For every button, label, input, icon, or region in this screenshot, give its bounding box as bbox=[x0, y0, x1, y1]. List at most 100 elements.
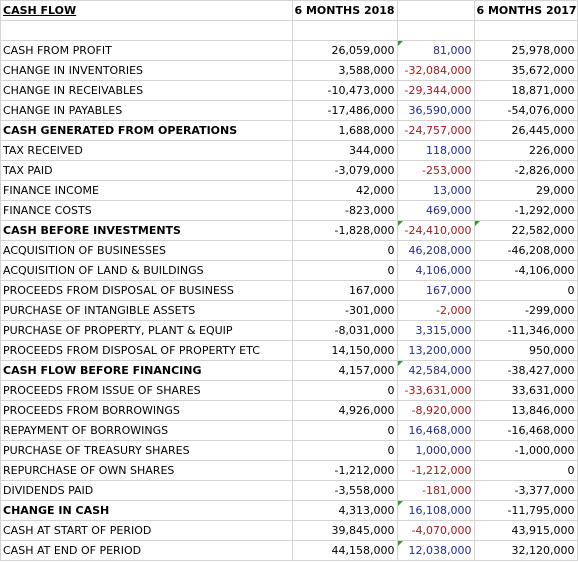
row-label-cell[interactable]: CHANGE IN CASH bbox=[1, 500, 293, 521]
difference-cell[interactable]: 167,000 bbox=[397, 280, 475, 301]
value-2017-cell[interactable]: 13,846,000 bbox=[474, 400, 578, 421]
value-2017-cell[interactable]: -46,208,000 bbox=[474, 240, 578, 261]
value-2018-cell[interactable]: -1,828,000 bbox=[292, 220, 398, 241]
empty-cell[interactable] bbox=[1, 20, 293, 41]
value-2017-cell[interactable]: -1,000,000 bbox=[474, 440, 578, 461]
value-2017-cell[interactable]: 0 bbox=[474, 460, 578, 481]
row-label-cell[interactable]: CHANGE IN INVENTORIES bbox=[1, 60, 293, 81]
value-2018-cell[interactable]: -17,486,000 bbox=[292, 100, 398, 121]
row-label-cell[interactable]: FINANCE INCOME bbox=[1, 180, 293, 201]
empty-cell[interactable] bbox=[397, 20, 475, 41]
value-2017-cell[interactable]: 43,915,000 bbox=[474, 520, 578, 541]
row-label-cell[interactable]: CASH BEFORE INVESTMENTS bbox=[1, 220, 293, 241]
value-2017-cell[interactable]: 29,000 bbox=[474, 180, 578, 201]
difference-cell[interactable]: -29,344,000 bbox=[397, 80, 475, 101]
row-label-cell[interactable]: CHANGE IN RECEIVABLES bbox=[1, 80, 293, 101]
difference-cell[interactable]: 81,000 bbox=[397, 40, 475, 61]
value-2018-cell[interactable]: 0 bbox=[292, 240, 398, 261]
value-2018-cell[interactable]: 39,845,000 bbox=[292, 520, 398, 541]
row-label-cell[interactable]: FINANCE COSTS bbox=[1, 200, 293, 221]
row-label-cell[interactable]: PROCEEDS FROM BORROWINGS bbox=[1, 400, 293, 421]
row-label-cell[interactable]: CASH FROM PROFIT bbox=[1, 40, 293, 61]
row-label-cell[interactable]: REPAYMENT OF BORROWINGS bbox=[1, 420, 293, 441]
difference-cell[interactable]: -32,084,000 bbox=[397, 60, 475, 81]
value-2017-cell[interactable]: -3,377,000 bbox=[474, 480, 578, 501]
value-2017-cell[interactable]: -11,346,000 bbox=[474, 320, 578, 341]
value-2018-cell[interactable]: 3,588,000 bbox=[292, 60, 398, 81]
difference-cell[interactable]: -33,631,000 bbox=[397, 380, 475, 401]
column-header-difference[interactable] bbox=[397, 1, 475, 21]
row-label-cell[interactable]: PROCEEDS FROM DISPOSAL OF BUSINESS bbox=[1, 280, 293, 301]
value-2018-cell[interactable]: 0 bbox=[292, 440, 398, 461]
value-2018-cell[interactable]: 44,158,000 bbox=[292, 540, 398, 561]
value-2017-cell[interactable]: -54,076,000 bbox=[474, 100, 578, 121]
value-2018-cell[interactable]: 4,157,000 bbox=[292, 360, 398, 381]
row-label-cell[interactable]: REPURCHASE OF OWN SHARES bbox=[1, 460, 293, 481]
value-2018-cell[interactable]: 344,000 bbox=[292, 140, 398, 161]
row-label-cell[interactable]: PROCEEDS FROM ISSUE OF SHARES bbox=[1, 380, 293, 401]
difference-cell[interactable]: -8,920,000 bbox=[397, 400, 475, 421]
difference-cell[interactable]: 16,468,000 bbox=[397, 420, 475, 441]
value-2017-cell[interactable]: 33,631,000 bbox=[474, 380, 578, 401]
difference-cell[interactable]: 12,038,000 bbox=[397, 540, 475, 561]
difference-cell[interactable]: 1,000,000 bbox=[397, 440, 475, 461]
value-2018-cell[interactable]: -823,000 bbox=[292, 200, 398, 221]
row-label-cell[interactable]: CASH AT START OF PERIOD bbox=[1, 520, 293, 541]
row-label-cell[interactable]: ACQUISITION OF BUSINESSES bbox=[1, 240, 293, 261]
difference-cell[interactable]: 16,108,000 bbox=[397, 500, 475, 521]
row-label-cell[interactable]: PURCHASE OF PROPERTY, PLANT & EQUIP bbox=[1, 320, 293, 341]
difference-cell[interactable]: 13,000 bbox=[397, 180, 475, 201]
difference-cell[interactable]: -253,000 bbox=[397, 160, 475, 181]
value-2017-cell[interactable]: 226,000 bbox=[474, 140, 578, 161]
value-2018-cell[interactable]: 1,688,000 bbox=[292, 120, 398, 141]
difference-cell[interactable]: -24,757,000 bbox=[397, 120, 475, 141]
value-2018-cell[interactable]: 26,059,000 bbox=[292, 40, 398, 61]
row-label-cell[interactable]: PURCHASE OF TREASURY SHARES bbox=[1, 440, 293, 461]
value-2017-cell[interactable]: 18,871,000 bbox=[474, 80, 578, 101]
difference-cell[interactable]: 36,590,000 bbox=[397, 100, 475, 121]
difference-cell[interactable]: 42,584,000 bbox=[397, 360, 475, 381]
difference-cell[interactable]: 3,315,000 bbox=[397, 320, 475, 341]
value-2017-cell[interactable]: 950,000 bbox=[474, 340, 578, 361]
row-label-cell[interactable]: TAX RECEIVED bbox=[1, 140, 293, 161]
value-2018-cell[interactable]: -301,000 bbox=[292, 300, 398, 321]
value-2017-cell[interactable]: -1,292,000 bbox=[474, 200, 578, 221]
value-2018-cell[interactable]: -10,473,000 bbox=[292, 80, 398, 101]
value-2018-cell[interactable]: 0 bbox=[292, 380, 398, 401]
value-2017-cell[interactable]: -11,795,000 bbox=[474, 500, 578, 521]
row-label-cell[interactable]: PROCEEDS FROM DISPOSAL OF PROPERTY ETC bbox=[1, 340, 293, 361]
row-label-cell[interactable]: CASH FLOW BEFORE FINANCING bbox=[1, 360, 293, 381]
difference-cell[interactable]: 13,200,000 bbox=[397, 340, 475, 361]
value-2018-cell[interactable]: -8,031,000 bbox=[292, 320, 398, 341]
row-label-cell[interactable]: CASH AT END OF PERIOD bbox=[1, 540, 293, 561]
row-label-cell[interactable]: ACQUISITION OF LAND & BUILDINGS bbox=[1, 260, 293, 281]
value-2017-cell[interactable]: 0 bbox=[474, 280, 578, 301]
value-2018-cell[interactable]: 4,313,000 bbox=[292, 500, 398, 521]
value-2018-cell[interactable]: 4,926,000 bbox=[292, 400, 398, 421]
value-2017-cell[interactable]: 32,120,000 bbox=[474, 540, 578, 561]
value-2017-cell[interactable]: -4,106,000 bbox=[474, 260, 578, 281]
row-label-cell[interactable]: PURCHASE OF INTANGIBLE ASSETS bbox=[1, 300, 293, 321]
difference-cell[interactable]: -181,000 bbox=[397, 480, 475, 501]
difference-cell[interactable]: -24,410,000 bbox=[397, 220, 475, 241]
difference-cell[interactable]: 118,000 bbox=[397, 140, 475, 161]
value-2018-cell[interactable]: -3,558,000 bbox=[292, 480, 398, 501]
value-2017-cell[interactable]: 35,672,000 bbox=[474, 60, 578, 81]
difference-cell[interactable]: 469,000 bbox=[397, 200, 475, 221]
empty-cell[interactable] bbox=[474, 20, 578, 41]
row-label-cell[interactable]: TAX PAID bbox=[1, 160, 293, 181]
value-2017-cell[interactable]: -299,000 bbox=[474, 300, 578, 321]
column-header-2017[interactable]: 6 MONTHS 2017 bbox=[474, 1, 578, 21]
value-2017-cell[interactable]: -38,427,000 bbox=[474, 360, 578, 381]
difference-cell[interactable]: -2,000 bbox=[397, 300, 475, 321]
value-2018-cell[interactable]: 0 bbox=[292, 420, 398, 441]
value-2018-cell[interactable]: 42,000 bbox=[292, 180, 398, 201]
empty-cell[interactable] bbox=[292, 20, 398, 41]
value-2018-cell[interactable]: -1,212,000 bbox=[292, 460, 398, 481]
row-label-cell[interactable]: CHANGE IN PAYABLES bbox=[1, 100, 293, 121]
row-label-cell[interactable]: CASH GENERATED FROM OPERATIONS bbox=[1, 120, 293, 141]
value-2017-cell[interactable]: 22,582,000 bbox=[474, 220, 578, 241]
value-2017-cell[interactable]: -16,468,000 bbox=[474, 420, 578, 441]
title-cell[interactable]: CASH FLOW bbox=[1, 1, 293, 21]
value-2018-cell[interactable]: 14,150,000 bbox=[292, 340, 398, 361]
